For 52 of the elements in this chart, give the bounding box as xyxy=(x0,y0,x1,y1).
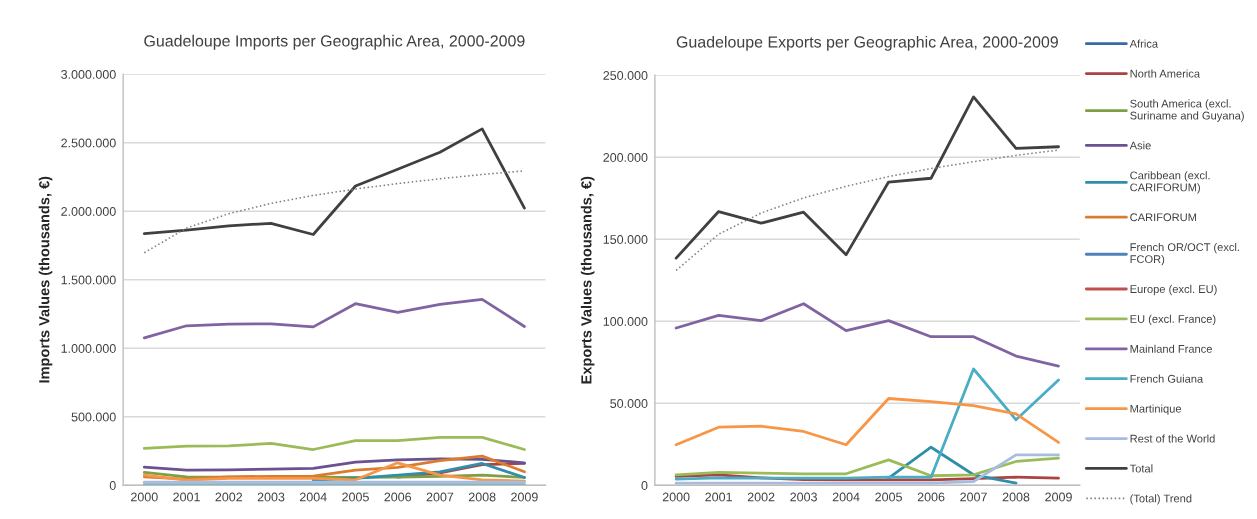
y-tick-label: 2.000.000 xyxy=(61,207,116,216)
x-tick-label: 2005 xyxy=(342,492,369,502)
legend-label: Africa xyxy=(1129,39,1159,48)
x-tick-label: 2000 xyxy=(131,492,158,502)
x-tick-label: 2002 xyxy=(215,492,243,502)
y-tick-label: 1.000.000 xyxy=(61,344,116,353)
legend-label: Total xyxy=(1129,464,1153,473)
y-tick-label: 0 xyxy=(641,481,648,490)
legend-label: French OR/OCT (excl. FCOR) xyxy=(1130,242,1239,266)
y-tick-label: 100.000 xyxy=(603,317,648,326)
legend-label: Rest of the World xyxy=(1130,434,1215,443)
y-tick-label: 500.000 xyxy=(71,412,116,422)
x-tick-label: 2006 xyxy=(917,492,945,502)
x-tick-label: 2004 xyxy=(832,492,860,502)
y-tick-label: 200.000 xyxy=(603,153,648,162)
y-tick-label: 2.500.000 xyxy=(61,138,116,148)
x-tick-label: 2001 xyxy=(173,492,200,502)
y-tick-label: 3.000.000 xyxy=(61,70,116,79)
y-tick-label: 50.000 xyxy=(610,399,648,408)
x-tick-label: 2007 xyxy=(426,492,454,502)
x-tick-label: 2003 xyxy=(790,492,817,502)
x-tick-label: 2008 xyxy=(1002,492,1030,502)
x-tick-label: 2004 xyxy=(299,492,327,502)
legend-label: North America xyxy=(1130,69,1201,78)
y-tick-label: 250.000 xyxy=(603,71,648,80)
y-axis-title: Imports Values (thousands, €) xyxy=(38,176,53,383)
legend-label: Asie xyxy=(1129,141,1151,150)
x-tick-label: 2005 xyxy=(875,492,902,502)
legend-label: CARIFORUM xyxy=(1130,213,1197,222)
y-axis-title: Exports Values (thousands, €) xyxy=(580,176,595,384)
y-tick-label: 1.500.000 xyxy=(61,275,116,285)
legend-label: South America (excl. Suriname and Guyana) xyxy=(1130,99,1244,122)
x-tick-label: 2003 xyxy=(257,492,285,502)
x-tick-label: 2002 xyxy=(747,492,775,502)
x-tick-label: 2001 xyxy=(705,492,732,502)
legend-label: Mainland France xyxy=(1130,344,1212,353)
chart-title: Guadeloupe Imports per Geographic Area, 2000-2009 xyxy=(144,34,525,50)
x-tick-label: 2009 xyxy=(1045,492,1072,502)
x-tick-label: 2006 xyxy=(384,492,412,502)
legend-label: EU (excl. France) xyxy=(1130,314,1216,326)
y-tick-label: 150.000 xyxy=(603,235,648,244)
x-tick-label: 2000 xyxy=(662,492,690,502)
legend-label: French Guiana xyxy=(1130,374,1204,383)
x-tick-label: 2009 xyxy=(511,492,538,502)
legend-label: Europe (excl. EU) xyxy=(1130,284,1217,296)
chart-title: Guadeloupe Exports per Geographic Area, 2000-2009 xyxy=(676,35,1058,51)
x-tick-label: 2008 xyxy=(468,492,496,502)
x-tick-label: 2007 xyxy=(960,492,987,502)
legend-label: Caribbean (excl. CARIFORUM) xyxy=(1130,171,1210,194)
legend-label: (Total) Trend xyxy=(1130,494,1192,505)
legend-label: Martinique xyxy=(1130,404,1182,415)
y-tick-label: 0 xyxy=(109,481,116,490)
